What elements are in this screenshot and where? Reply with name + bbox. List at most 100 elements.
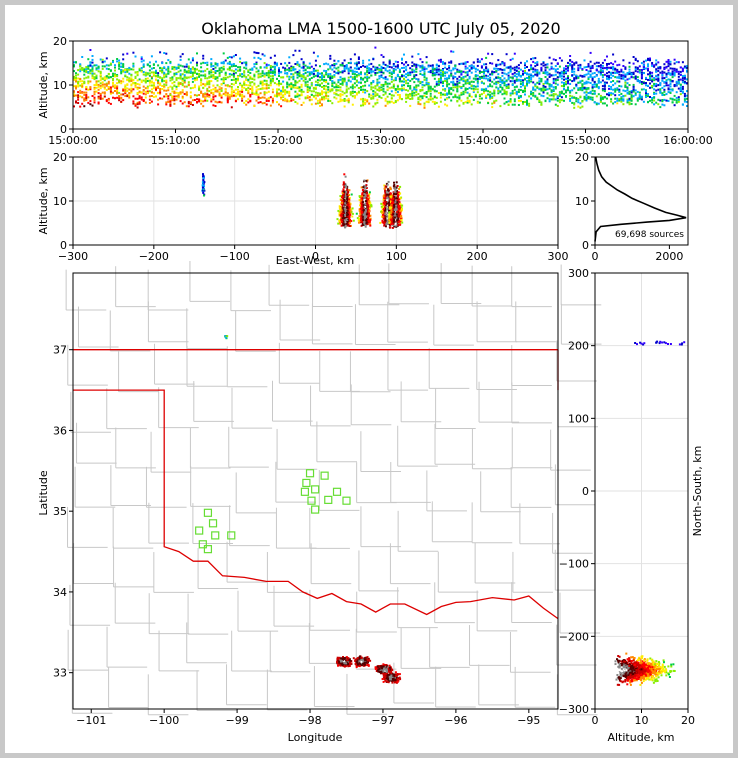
time-height-cell: [368, 72, 371, 74]
time-height-cell: [392, 68, 395, 71]
time-height-cell: [628, 90, 631, 93]
time-height-cell: [686, 82, 688, 85]
time-height-cell: [651, 75, 654, 78]
time-height-cell: [214, 72, 217, 74]
time-height-cell: [686, 97, 688, 100]
ew-height-cell: [363, 223, 365, 226]
time-height-cell: [556, 95, 559, 98]
time-height-cell: [620, 96, 623, 99]
time-height-cell: [427, 89, 430, 92]
time-height-cell: [532, 57, 535, 60]
time-height-cell: [499, 86, 502, 88]
time-height-cell: [351, 85, 354, 88]
time-height-cell: [612, 71, 615, 74]
time-height-cell: [642, 88, 645, 91]
time-height-cell: [357, 81, 360, 84]
time-height-cell: [259, 92, 262, 95]
time-height-cell: [319, 104, 321, 107]
time-height-cell: [450, 88, 453, 90]
time-height-cell: [466, 101, 469, 104]
time-height-cell: [474, 88, 477, 91]
ew-height-cell: [346, 217, 349, 220]
time-height-cell: [245, 103, 248, 106]
time-height-cell: [517, 64, 520, 67]
time-height-cell: [302, 61, 305, 64]
time-height-cell: [253, 63, 256, 66]
time-height-cell: [150, 71, 153, 74]
time-height-cell: [87, 82, 90, 85]
time-height-cell: [655, 89, 658, 92]
time-height-cell: [251, 78, 254, 80]
time-height-cell: [150, 77, 153, 80]
time-height-cell: [411, 71, 414, 74]
time-height-cell: [204, 93, 207, 96]
time-height-cell: [681, 79, 684, 82]
time-height-cell: [267, 70, 270, 72]
time-height-cell: [522, 73, 524, 75]
time-height-cell: [649, 96, 651, 98]
time-height-ytick-label: 20: [53, 35, 67, 48]
time-height-cell: [478, 71, 481, 74]
time-height-cell: [427, 100, 430, 103]
time-height-cell: [612, 92, 615, 95]
time-height-cell: [429, 64, 432, 67]
time-height-cell: [294, 80, 297, 83]
time-height-cell: [280, 71, 283, 74]
time-height-cell: [175, 78, 178, 81]
ew-height-cell: [348, 189, 351, 192]
time-height-cell: [392, 72, 395, 74]
time-height-cell: [497, 68, 500, 71]
time-height-cell: [382, 83, 385, 86]
time-height-cell: [386, 100, 389, 103]
time-height-cell: [667, 100, 670, 102]
time-height-cell: [458, 69, 461, 72]
time-height-cell: [446, 85, 449, 88]
time-height-cell: [556, 99, 559, 102]
time-height-cell: [464, 62, 467, 65]
time-height-cell: [444, 62, 447, 65]
time-height-cell: [109, 90, 112, 93]
ew-height-cell: [342, 222, 345, 225]
time-height-cell: [556, 104, 559, 107]
time-height-cell: [187, 81, 190, 84]
time-height-cell: [187, 100, 190, 103]
time-height-cell: [126, 70, 129, 73]
time-height-cell: [661, 100, 664, 103]
time-height-cell: [150, 76, 153, 79]
time-height-cell: [222, 60, 225, 63]
time-height-cell: [573, 62, 576, 65]
time-height-cell: [183, 79, 186, 82]
time-height-cell: [185, 105, 188, 108]
time-height-cell: [452, 96, 455, 99]
time-height-cell: [478, 101, 481, 104]
time-height-cell: [316, 79, 319, 82]
time-height-cell: [653, 84, 656, 87]
time-height-cell: [653, 93, 656, 95]
time-height-cell: [589, 90, 592, 93]
time-height-cell: [610, 92, 613, 95]
time-height-cell: [573, 77, 576, 80]
time-height-cell: [493, 78, 496, 81]
time-height-cell: [265, 103, 268, 106]
time-height-cell: [427, 84, 430, 87]
time-height-cell: [388, 65, 391, 68]
time-height-cell: [85, 76, 88, 79]
time-height-cell: [300, 88, 303, 91]
time-height-cell: [122, 99, 125, 102]
time-height-cell: [329, 54, 332, 57]
time-height-cell: [339, 93, 342, 96]
time-height-cell: [93, 88, 96, 91]
time-height-cell: [241, 94, 244, 97]
time-height-cell: [429, 86, 432, 89]
time-height-cell: [237, 79, 239, 82]
time-height-cell: [384, 99, 387, 102]
time-height-cell: [591, 64, 594, 67]
time-height-cell: [472, 77, 475, 80]
time-height-cell: [591, 98, 594, 101]
time-height-cell: [571, 69, 574, 72]
time-height-cell: [509, 70, 512, 73]
time-height-cell: [200, 74, 203, 77]
time-height-cell: [550, 67, 553, 70]
time-height-cell: [642, 60, 645, 63]
time-height-cell: [388, 60, 391, 63]
